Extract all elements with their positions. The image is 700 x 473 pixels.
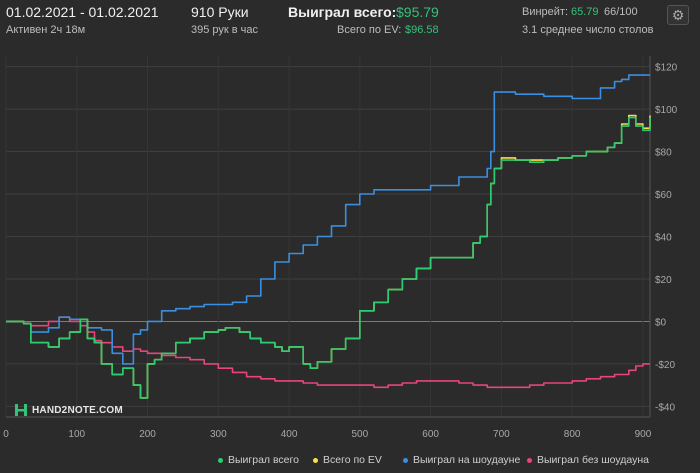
winrate-label: Винрейт: bbox=[522, 6, 569, 18]
x-tick-label: 700 bbox=[493, 429, 510, 440]
x-tick-label: 200 bbox=[139, 429, 156, 440]
ev-total-label: Всего по EV: bbox=[337, 24, 402, 36]
x-tick-label: 300 bbox=[210, 429, 227, 440]
series-line bbox=[6, 116, 651, 399]
active-time: Активен 2ч 18м bbox=[6, 24, 86, 36]
hands-per-hour: 395 рук в час bbox=[191, 24, 259, 36]
legend-item[interactable]: Выиграл всего bbox=[218, 452, 299, 468]
x-tick-label: 400 bbox=[281, 429, 298, 440]
winrate-suffix: 66/100 bbox=[604, 6, 638, 18]
x-tick-label: 0 bbox=[3, 429, 9, 440]
logo: HAND2NOTE.COM bbox=[14, 403, 123, 417]
y-tick-label: $100 bbox=[655, 105, 678, 116]
legend-label: Выиграл без шоудауна bbox=[537, 454, 649, 466]
x-tick-label: 600 bbox=[422, 429, 439, 440]
gear-icon[interactable]: ⚙ bbox=[667, 5, 689, 25]
legend-item[interactable]: Всего по EV bbox=[313, 452, 382, 468]
hands-count: 910 Руки bbox=[191, 4, 249, 20]
y-tick-label: $0 bbox=[655, 317, 667, 328]
won-total-value: $95.79 bbox=[396, 4, 439, 20]
legend-label: Всего по EV bbox=[323, 454, 382, 466]
y-tick-label: $120 bbox=[655, 63, 678, 74]
y-tick-label: -$40 bbox=[655, 402, 675, 413]
legend-dot-icon bbox=[218, 457, 223, 463]
x-tick-label: 500 bbox=[352, 429, 369, 440]
won-total-label: Выиграл всего: bbox=[288, 4, 397, 20]
date-range[interactable]: 01.02.2021 - 01.02.2021 bbox=[6, 4, 159, 20]
series-line bbox=[6, 316, 650, 389]
legend-label: Выиграл на шоудауне bbox=[413, 454, 521, 466]
y-tick-label: $80 bbox=[655, 148, 672, 159]
winrate-value: 65.79 bbox=[571, 6, 599, 18]
y-tick-label: $20 bbox=[655, 275, 672, 286]
legend-item[interactable]: Выиграл на шоудауне bbox=[403, 452, 520, 468]
series-line bbox=[6, 114, 651, 399]
hand2note-logo-icon bbox=[15, 404, 27, 416]
legend-dot-icon bbox=[403, 457, 408, 463]
series-line bbox=[6, 74, 650, 365]
stats-header: 01.02.2021 - 01.02.2021 Активен 2ч 18м 9… bbox=[0, 0, 700, 50]
avg-tables: 3.1 среднее число столов bbox=[522, 24, 654, 36]
legend-dot-icon bbox=[313, 457, 318, 463]
x-tick-label: 900 bbox=[635, 429, 652, 440]
legend-label: Выиграл всего bbox=[228, 454, 299, 466]
y-tick-label: -$20 bbox=[655, 360, 675, 371]
x-tick-label: 100 bbox=[68, 429, 85, 440]
x-tick-label: 800 bbox=[564, 429, 581, 440]
y-tick-label: $40 bbox=[655, 233, 672, 244]
y-tick-label: $60 bbox=[655, 190, 672, 201]
legend-dot-icon bbox=[527, 457, 532, 463]
ev-total-value: $96.58 bbox=[405, 24, 439, 36]
legend-item[interactable]: Выиграл без шоудауна bbox=[527, 452, 649, 468]
logo-text: HAND2NOTE.COM bbox=[32, 404, 123, 416]
